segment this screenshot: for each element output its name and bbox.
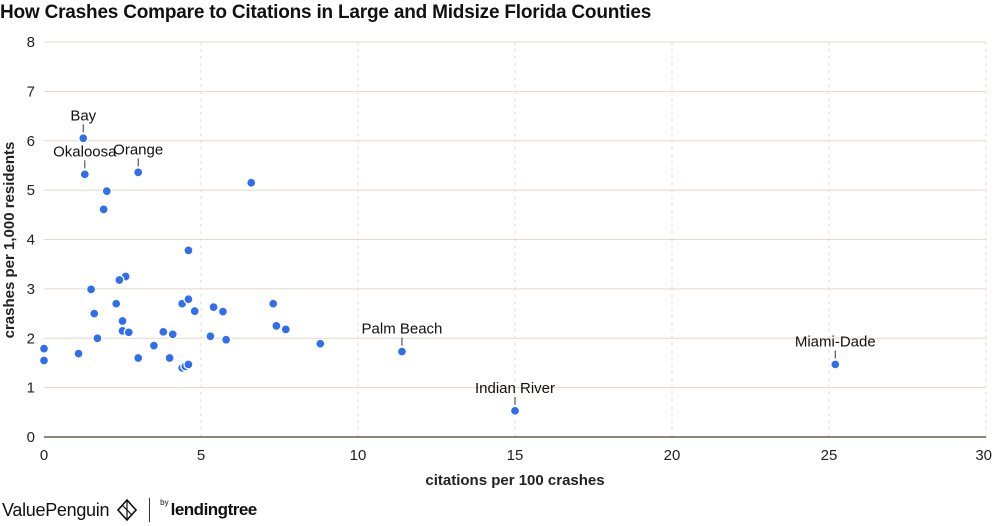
data-point <box>164 352 175 364</box>
by-label: by <box>160 497 169 507</box>
x-tick-label: 5 <box>197 447 205 464</box>
data-point <box>111 298 122 309</box>
data-point <box>509 405 521 416</box>
data-point <box>123 327 134 338</box>
data-point <box>183 245 194 256</box>
annotation-leaders <box>82 124 836 405</box>
data-point <box>220 334 232 345</box>
penguin-logo-icon <box>117 499 138 521</box>
data-points <box>38 133 841 416</box>
y-tick-label: 3 <box>27 281 35 298</box>
chart-title: How Crashes Compare to Citations in Larg… <box>0 2 652 23</box>
footer-divider <box>149 498 151 522</box>
data-point <box>78 133 89 144</box>
x-tick-label: 15 <box>507 447 524 464</box>
y-tick-label: 2 <box>27 330 35 347</box>
data-point <box>396 346 408 357</box>
data-point <box>101 185 112 197</box>
data-point <box>271 320 282 332</box>
y-tick-label: 5 <box>27 182 35 199</box>
data-point <box>114 274 125 286</box>
data-point <box>89 308 100 319</box>
valuepenguin-wordmark: ValuePenguin <box>2 499 110 520</box>
point-label: Palm Beach <box>362 321 443 338</box>
y-tick-label: 6 <box>27 133 35 150</box>
data-point <box>133 167 144 178</box>
grid-lines <box>44 41 987 437</box>
data-point <box>208 301 219 313</box>
data-point <box>315 338 326 349</box>
y-axis-label: crashes per 1,000 residents <box>1 142 18 339</box>
point-label: Miami-Dade <box>795 333 876 350</box>
x-tick-label: 25 <box>821 447 838 464</box>
lendingtree-wordmark: lendingtree <box>170 500 258 519</box>
data-point <box>98 204 109 215</box>
point-label: Indian River <box>475 380 555 397</box>
point-label: Bay <box>70 107 96 124</box>
data-point <box>85 284 97 295</box>
y-tick-label: 4 <box>27 232 35 249</box>
data-point <box>38 343 50 354</box>
data-point <box>92 333 103 344</box>
x-tick-label: 20 <box>664 447 681 464</box>
point-label: Orange <box>113 141 163 158</box>
data-point <box>117 315 128 327</box>
x-tick-label: 10 <box>350 447 367 464</box>
y-tick-label: 8 <box>27 34 35 51</box>
data-point <box>148 340 160 351</box>
data-point <box>280 324 291 335</box>
y-tick-label: 0 <box>27 429 35 446</box>
y-tick-label: 1 <box>27 380 35 397</box>
data-point <box>167 329 178 340</box>
y-tick-label: 7 <box>27 83 35 100</box>
data-point <box>79 169 90 180</box>
point-label: Okaloosa <box>53 143 117 160</box>
data-point <box>183 294 194 305</box>
data-point <box>189 305 200 317</box>
x-axis-label: citations per 100 crashes <box>425 472 604 489</box>
footer-branding: ValuePenguin by lendingtree <box>2 494 257 526</box>
axes: 0 1 2 3 4 5 6 7 8 0 5 10 15 20 25 30 <box>27 34 992 464</box>
data-point <box>217 306 229 317</box>
data-point <box>246 177 257 188</box>
data-point <box>133 352 144 364</box>
data-point <box>73 348 84 359</box>
data-point <box>830 359 841 370</box>
data-point <box>183 359 194 370</box>
x-tick-label: 30 <box>975 447 992 464</box>
data-point <box>158 326 169 337</box>
data-point <box>268 298 279 309</box>
data-point <box>38 355 50 366</box>
data-point <box>205 331 216 342</box>
x-tick-label: 0 <box>40 447 48 464</box>
